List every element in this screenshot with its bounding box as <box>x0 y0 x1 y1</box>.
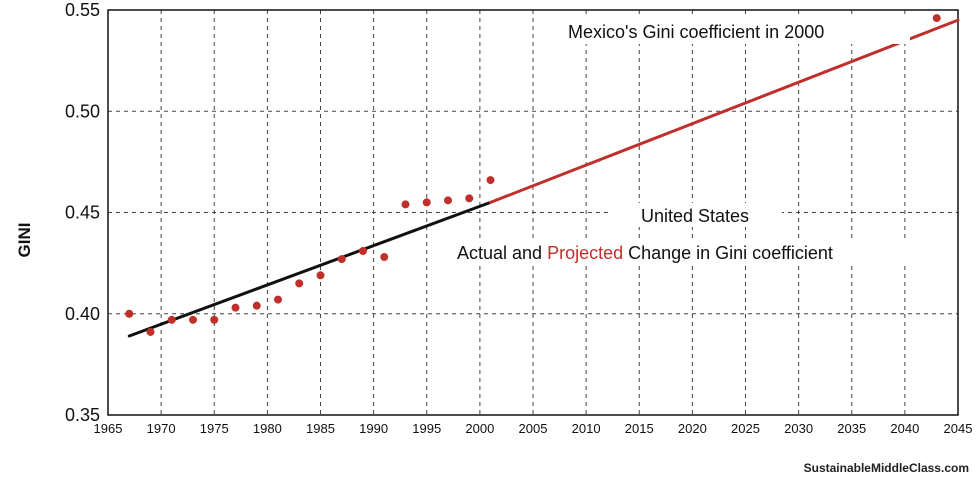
us-gini-point <box>167 315 176 324</box>
x-tick-label: 2015 <box>625 421 654 436</box>
x-tick-label: 2000 <box>465 421 494 436</box>
title-line-2: Actual and Projected Change in Gini coef… <box>457 243 833 263</box>
us-gini-point <box>274 295 282 304</box>
x-tick-label: 1980 <box>253 421 282 436</box>
chart-title-annotation: United States Actual and Projected Chang… <box>452 203 952 266</box>
trend-lines <box>127 18 960 338</box>
x-tick-label: 2040 <box>890 421 919 436</box>
trend-line-projected <box>489 18 960 204</box>
us-gini-point <box>422 198 431 207</box>
us-gini-point <box>337 255 346 264</box>
us-gini-point <box>401 200 410 209</box>
x-tick-label: 2030 <box>784 421 813 436</box>
us-gini-point <box>146 327 155 336</box>
x-tick-label: 2025 <box>731 421 760 436</box>
y-tick-label: 0.55 <box>65 0 100 20</box>
trend-line-actual <box>127 200 492 338</box>
us-gini-point <box>125 309 134 318</box>
x-tick-label: 1990 <box>359 421 388 436</box>
x-tick-label: 1985 <box>306 421 335 436</box>
mexico-annotation: Mexico's Gini coefficient in 2000 <box>560 18 910 44</box>
x-tick-label: 2010 <box>572 421 601 436</box>
us-gini-point <box>316 271 325 280</box>
x-tick-label: 1970 <box>147 421 176 436</box>
x-tick-label: 2045 <box>944 421 973 436</box>
y-tick-labels: 0.35 0.40 0.45 0.50 0.55 <box>65 0 100 425</box>
y-tick-label: 0.40 <box>65 304 100 324</box>
title-change-text: Change in Gini coefficient <box>623 243 833 263</box>
y-tick-label: 0.50 <box>65 101 100 121</box>
watermark: SustainableMiddleClass.com <box>803 461 969 475</box>
y-tick-label: 0.35 <box>65 405 100 425</box>
y-axis-label: GINI <box>15 223 34 258</box>
us-gini-point <box>444 196 452 205</box>
mexico-annotation-text: Mexico's Gini coefficient in 2000 <box>568 22 824 42</box>
us-gini-point <box>465 194 474 203</box>
x-tick-label: 2035 <box>837 421 866 436</box>
plot-frame <box>107 9 959 416</box>
y-tick-label: 0.45 <box>65 203 100 223</box>
x-tick-labels: 1965 1970 1975 1980 1985 1990 1995 2000 2005 2010… <box>94 421 973 436</box>
title-actual-text: Actual and <box>457 243 547 263</box>
x-tick-label: 2005 <box>519 421 548 436</box>
us-gini-point <box>486 176 495 185</box>
x-tick-label: 1965 <box>94 421 123 436</box>
us-gini-point <box>210 315 219 324</box>
us-gini-point <box>295 279 304 288</box>
title-line-1: United States <box>641 206 749 226</box>
data-points <box>125 14 941 336</box>
x-tick-label: 1995 <box>412 421 441 436</box>
us-gini-point <box>380 253 389 262</box>
title-projected-text: Projected <box>547 243 623 263</box>
us-gini-point <box>231 303 240 312</box>
x-tick-label: 2020 <box>678 421 707 436</box>
us-gini-point <box>189 315 197 324</box>
x-tick-label: 1975 <box>200 421 229 436</box>
mexico-gini-point <box>932 14 941 23</box>
us-gini-point <box>359 246 367 255</box>
us-gini-point <box>252 301 261 310</box>
